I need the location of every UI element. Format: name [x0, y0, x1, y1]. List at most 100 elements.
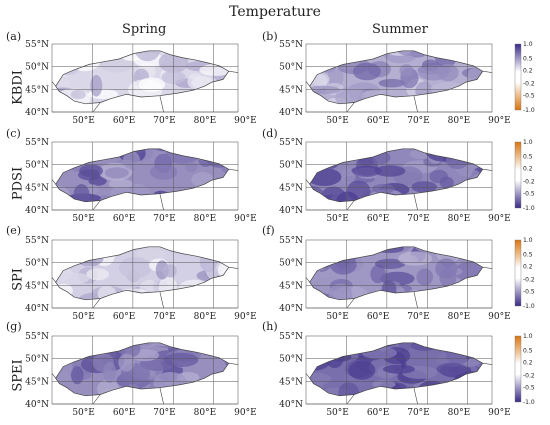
colorbar-tick-label: -1.0: [523, 107, 535, 114]
lat-tick-label: 55°N: [25, 236, 49, 246]
colorbar-tick-label: -1.0: [523, 303, 535, 310]
lat-tick-label: 50°N: [279, 259, 303, 269]
colorbar-tick-label: 0.5: [523, 56, 533, 63]
colorbar-tick-label: 1.0: [523, 237, 533, 244]
colorbar-gradient: [514, 335, 522, 403]
lat-tick-label: 55°N: [279, 138, 303, 148]
lon-tick-label: 70°E: [407, 116, 430, 126]
colorbar-tick-label: 0.5: [523, 252, 533, 259]
lon-tick-label: 90°E: [488, 116, 511, 126]
panel-label-c: (c): [6, 127, 21, 140]
colorbar-tick-label: -0.2: [523, 179, 535, 186]
lat-tick-label: 40°N: [25, 304, 49, 314]
lat-tick-label: 50°N: [25, 161, 49, 171]
lat-tick-label: 55°N: [25, 40, 49, 50]
colorbar-spei: 1.0 0.5 0.2 -0.2 -0.5 -1.0: [514, 333, 535, 406]
colorbar-tick-label: 0.2: [523, 67, 533, 74]
lon-tick-label: 60°E: [113, 116, 136, 126]
lat-tick-label: 50°N: [279, 355, 303, 365]
lon-tick-label: 80°E: [194, 214, 217, 224]
lat-tick-label: 55°N: [25, 138, 49, 148]
colorbar-tick-label: -1.0: [523, 205, 535, 212]
colorbar-tick-label: 1.0: [523, 333, 533, 340]
lon-tick-label: 90°E: [234, 214, 257, 224]
colorbar-gradient: [514, 43, 522, 111]
map-panel-d: 55°N 50°N 45°N 40°N 50°E 60°E 70°E 80°E 90°E: [279, 138, 511, 224]
lon-tick-label: 80°E: [194, 116, 217, 126]
lon-tick-label: 90°E: [234, 408, 257, 418]
lon-tick-label: 80°E: [448, 312, 471, 322]
lat-tick-label: 40°N: [25, 108, 49, 118]
lon-tick-label: 90°E: [488, 312, 511, 322]
colorbar-tick-label: 0.2: [523, 359, 533, 366]
lat-tick-label: 50°N: [25, 259, 49, 269]
lat-tick-label: 40°N: [25, 206, 49, 216]
map-panel-h: 55°N 50°N 45°N 40°N 50°E 60°E 70°E 80°E 90°E: [279, 332, 511, 418]
lon-tick-label: 50°E: [326, 214, 349, 224]
map-panel-a: 55°N 50°N 45°N 40°N 50°E 60°E 70°E 80°E 90°E: [25, 40, 257, 126]
lon-tick-label: 80°E: [448, 408, 471, 418]
colorbar-tick-label: -0.2: [523, 81, 535, 88]
lat-tick-label: 45°N: [25, 183, 49, 193]
colorbar-tick-label: -1.0: [523, 399, 535, 406]
lon-tick-label: 50°E: [72, 408, 95, 418]
panel-label-h: (h): [262, 320, 278, 333]
lon-tick-label: 90°E: [488, 214, 511, 224]
lat-tick-label: 55°N: [279, 236, 303, 246]
lon-tick-label: 80°E: [194, 312, 217, 322]
lon-tick-label: 50°E: [72, 116, 95, 126]
lon-tick-label: 60°E: [367, 312, 390, 322]
colorbar-tick-label: -0.2: [523, 277, 535, 284]
lat-tick-label: 45°N: [25, 377, 49, 387]
lat-tick-label: 40°N: [279, 206, 303, 216]
column-title-summer: Summer: [372, 22, 428, 37]
colorbar-gradient: [514, 239, 522, 307]
lon-tick-label: 60°E: [113, 312, 136, 322]
lon-tick-label: 90°E: [234, 312, 257, 322]
map-panel-e: 55°N 50°N 45°N 40°N 50°E 60°E 70°E 80°E 90°E: [25, 236, 257, 322]
panel-label-f: (f): [262, 224, 275, 237]
panel-label-b: (b): [262, 30, 278, 43]
lon-tick-label: 70°E: [407, 408, 430, 418]
colorbar-tick-label: 1.0: [523, 41, 533, 48]
panel-label-e: (e): [6, 224, 22, 237]
lat-tick-label: 50°N: [279, 161, 303, 171]
colorbar-tick-label: -0.5: [523, 385, 535, 392]
colorbar-tick-label: -0.5: [523, 191, 535, 198]
panel-label-g: (g): [6, 320, 22, 333]
colorbar-gradient: [514, 141, 522, 209]
lon-tick-label: 50°E: [72, 214, 95, 224]
lat-tick-label: 45°N: [25, 281, 49, 291]
lon-tick-label: 70°E: [153, 408, 176, 418]
lon-tick-label: 90°E: [234, 116, 257, 126]
colorbar-pdsi: 1.0 0.5 0.2 -0.2 -0.5 -1.0: [514, 139, 535, 212]
lon-tick-label: 60°E: [113, 214, 136, 224]
lon-tick-label: 80°E: [194, 408, 217, 418]
lon-tick-label: 50°E: [326, 116, 349, 126]
lon-tick-label: 60°E: [113, 408, 136, 418]
lat-tick-label: 45°N: [279, 377, 303, 387]
colorbar-tick-label: -0.2: [523, 373, 535, 380]
map-panel-g: 55°N 50°N 45°N 40°N 50°E 60°E 70°E 80°E 90°E: [25, 332, 257, 418]
map-panel-f: 55°N 50°N 45°N 40°N 50°E 60°E 70°E 80°E 90°E: [279, 236, 511, 322]
lat-tick-label: 45°N: [279, 85, 303, 95]
colorbar-tick-label: 1.0: [523, 139, 533, 146]
lat-tick-label: 45°N: [279, 183, 303, 193]
colorbar-spi: 1.0 0.5 0.2 -0.2 -0.5 -1.0: [514, 237, 535, 310]
lon-tick-label: 90°E: [488, 408, 511, 418]
lon-tick-label: 60°E: [367, 116, 390, 126]
lon-tick-label: 50°E: [326, 312, 349, 322]
lat-tick-label: 45°N: [25, 85, 49, 95]
figure-title: Temperature: [229, 4, 321, 20]
colorbar-tick-label: 0.2: [523, 165, 533, 172]
lat-tick-label: 50°N: [279, 63, 303, 73]
lat-tick-label: 40°N: [279, 304, 303, 314]
lat-tick-label: 45°N: [279, 281, 303, 291]
colorbar-tick-label: -0.5: [523, 289, 535, 296]
lat-tick-label: 40°N: [279, 400, 303, 410]
lat-tick-label: 55°N: [25, 332, 49, 342]
colorbar-tick-label: 0.5: [523, 154, 533, 161]
column-title-spring: Spring: [122, 22, 167, 37]
map-panel-c: 55°N 50°N 45°N 40°N 50°E 60°E 70°E 80°E 90°E: [25, 138, 257, 224]
